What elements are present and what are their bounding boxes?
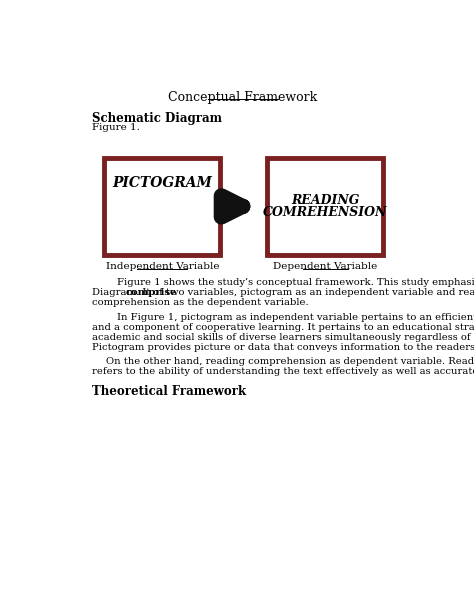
- Text: Theoretical Framework: Theoretical Framework: [92, 385, 246, 398]
- Text: refers to the ability of understanding the text effectively as well as accuratel: refers to the ability of understanding t…: [92, 367, 474, 376]
- Text: of two variables, pictogram as an independent variable and reading: of two variables, pictogram as an indepe…: [150, 287, 474, 297]
- Text: Figure 1 shows the study’s conceptual framework. This study emphasizes the Schem: Figure 1 shows the study’s conceptual fr…: [118, 278, 474, 287]
- Text: Figure 1.: Figure 1.: [92, 123, 140, 132]
- Text: COMREHENSION: COMREHENSION: [263, 206, 387, 219]
- Text: On the other hand, reading comprehension as dependent variable. Reading comprehe: On the other hand, reading comprehension…: [106, 357, 474, 366]
- Text: academic and social skills of diverse learners simultaneously regardless of abil: academic and social skills of diverse le…: [92, 333, 474, 341]
- Text: Independent Variable: Independent Variable: [106, 262, 219, 271]
- Text: Pictogram provides picture or data that conveys information to the readers.: Pictogram provides picture or data that …: [92, 343, 474, 352]
- Text: Dependent Variable: Dependent Variable: [273, 262, 377, 271]
- Bar: [104, 158, 220, 254]
- Bar: [267, 158, 383, 254]
- Text: In Figure 1, pictogram as independent variable pertains to an efficient instruct: In Figure 1, pictogram as independent va…: [117, 313, 474, 322]
- Text: Conceptual Framework: Conceptual Framework: [168, 91, 318, 104]
- Text: Diagram. It: Diagram. It: [92, 287, 153, 297]
- Text: Schematic Diagram: Schematic Diagram: [92, 112, 222, 125]
- Text: PICTOGRAM: PICTOGRAM: [112, 176, 212, 190]
- Text: comprise: comprise: [126, 287, 177, 297]
- Text: READING: READING: [291, 194, 359, 207]
- Text: and a component of cooperative learning. It pertains to an educational strategy : and a component of cooperative learning.…: [92, 322, 474, 332]
- Text: comprehension as the dependent variable.: comprehension as the dependent variable.: [92, 298, 309, 306]
